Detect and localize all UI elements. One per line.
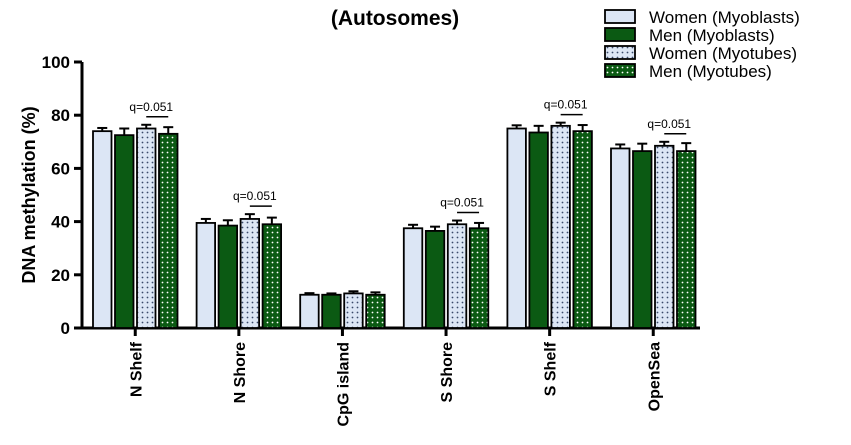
significance-annotations: q=0.051 q=0.051 q=0.051 q=0.051 q=0.051	[129, 98, 691, 214]
category-label: OpenSea	[646, 342, 663, 411]
bar	[402, 227, 424, 329]
q-value-label: q=0.051	[544, 98, 588, 112]
legend-swatch	[604, 9, 636, 24]
bar	[365, 293, 386, 329]
bar	[610, 147, 631, 329]
legend-swatch	[604, 27, 636, 42]
bars-group	[92, 121, 697, 329]
y-tick-label: 40	[51, 213, 70, 232]
y-tick-label: 60	[51, 159, 70, 178]
q-value-label: q=0.051	[440, 196, 484, 210]
bar	[92, 130, 113, 329]
q-value-label: q=0.051	[233, 189, 277, 203]
legend-swatch	[604, 63, 636, 78]
bar	[217, 224, 239, 329]
legend-label: Men (Myoblasts)	[649, 26, 775, 45]
chart-legend: Women (Myoblasts)Men (Myoblasts)Women (M…	[604, 8, 800, 81]
bar	[446, 223, 468, 329]
bar	[468, 227, 490, 329]
y-tick-label: 100	[42, 53, 70, 72]
bar	[114, 134, 135, 329]
bar	[506, 127, 527, 329]
y-axis-label: DNA methylation (%)	[19, 106, 39, 283]
bar	[321, 293, 342, 329]
category-label: CpG island	[335, 342, 352, 426]
legend-label: Men (Myotubes)	[649, 62, 772, 81]
y-axis: 0 20 40 60 80 100	[42, 53, 700, 338]
bar	[676, 150, 697, 329]
category-label: N Shore	[232, 342, 249, 403]
bar	[158, 132, 179, 329]
bar	[299, 293, 320, 329]
y-tick-label: 20	[51, 266, 70, 285]
bar	[632, 150, 653, 329]
bar	[195, 222, 217, 329]
bar	[261, 223, 283, 329]
q-value-label: q=0.051	[647, 117, 691, 131]
y-tick-label: 80	[51, 106, 70, 125]
y-tick-label: 0	[61, 319, 70, 338]
bar	[654, 144, 675, 329]
legend-label: Women (Myoblasts)	[649, 8, 800, 27]
chart-title: (Autosomes)	[331, 7, 459, 30]
category-label: S Shelf	[543, 341, 560, 396]
legend-swatch	[604, 45, 636, 60]
bar	[572, 130, 593, 329]
legend-label: Women (Myotubes)	[649, 44, 797, 63]
bar	[136, 127, 157, 329]
bar	[239, 218, 261, 329]
category-label: N Shelf	[128, 341, 145, 397]
q-value-label: q=0.051	[129, 100, 173, 114]
bar	[550, 124, 571, 329]
bar	[343, 292, 364, 329]
bar	[424, 230, 446, 329]
category-labels: N Shelf N Shore CpG island S Shore S Shelf Op…	[128, 328, 663, 426]
bar	[528, 131, 549, 329]
category-label: S Shore	[439, 342, 456, 403]
